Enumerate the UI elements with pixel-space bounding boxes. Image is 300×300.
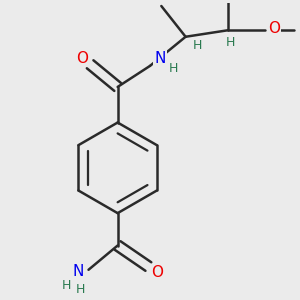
Text: O: O bbox=[76, 51, 88, 66]
Text: H: H bbox=[193, 39, 203, 52]
Text: H: H bbox=[169, 62, 178, 75]
Text: H: H bbox=[62, 279, 71, 292]
Text: O: O bbox=[152, 265, 164, 280]
Text: N: N bbox=[155, 51, 166, 66]
Text: H: H bbox=[76, 284, 85, 296]
Text: N: N bbox=[73, 264, 84, 279]
Text: H: H bbox=[226, 36, 236, 49]
Text: O: O bbox=[268, 22, 280, 37]
